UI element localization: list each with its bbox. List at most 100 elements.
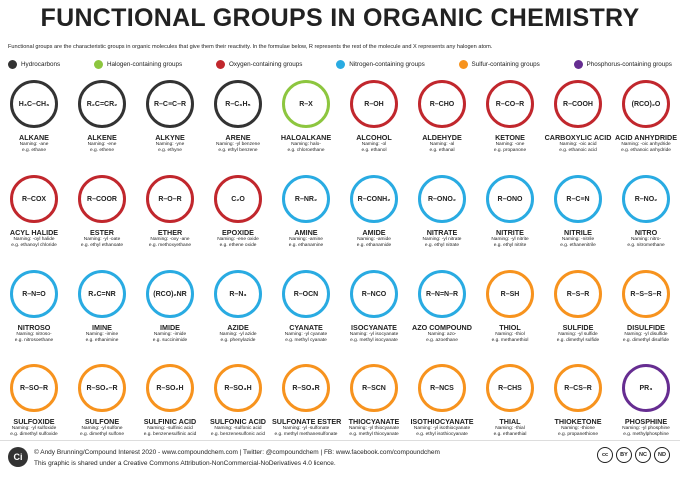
group-name: DISULFIDE — [627, 323, 665, 332]
badge: cc — [597, 447, 613, 463]
group-name: NITRATE — [426, 228, 458, 237]
example: e.g. methyl methanesulfonate — [274, 432, 338, 437]
group-name: SULFONE — [84, 417, 120, 426]
formula: R–CO–R — [486, 80, 534, 128]
formula: R–ONO₂ — [418, 175, 466, 223]
naming: Naming: -thiol — [495, 332, 525, 337]
formula: H₃C–CH₃ — [10, 80, 58, 128]
legend-label: Oxygen-containing groups — [228, 61, 303, 68]
example: e.g. phenylazide — [220, 338, 256, 343]
credit: © Andy Brunning/Compound Interest 2020 -… — [34, 449, 440, 456]
naming: Naming: -yl benzene — [216, 142, 260, 147]
example: e.g. ethanol — [361, 148, 387, 153]
example: e.g. ethanenitrile — [560, 243, 596, 248]
example: e.g. ethyne — [158, 148, 182, 153]
group-card: R–SO–R SULFOXIDE Naming: -yl sulfoxide e.g.… — [0, 364, 68, 438]
naming: Naming: -imine — [85, 332, 119, 337]
example: e.g. ethane — [21, 148, 46, 153]
group-name: THIOL — [499, 323, 521, 332]
formula: R–C≡C–R — [146, 80, 194, 128]
example: e.g. ethene — [89, 148, 114, 153]
legend-label: Hydrocarbons — [21, 61, 61, 68]
group-card: R–X HALOALKANE Naming: halo-e.g. chloroeth… — [272, 80, 340, 154]
group-card: R₂C=CR₂ ALKENE Naming: -ene e.g. ethene — [68, 80, 136, 154]
formula: PR₃ — [622, 364, 670, 412]
logo: Ci — [8, 447, 28, 467]
formula: R–NR₂ — [282, 175, 330, 223]
example: e.g. ethyl benzene — [218, 148, 258, 153]
group-card: R–COOH CARBOXYLIC ACID Naming: -oic acid e.… — [544, 80, 612, 154]
example: e.g. dimethyl sulfoxide — [10, 432, 58, 437]
group-name: ALKYNE — [155, 133, 185, 142]
group-card: R–CO–R KETONE Naming: -one e.g. propanone — [476, 80, 544, 154]
naming: Naming: -yl isothiocyanate — [413, 426, 471, 431]
group-name: ARENE — [225, 133, 251, 142]
group-card: R–CS–R THIOKETONE Naming: -thione e.g. prop… — [544, 364, 612, 438]
naming: Naming: -yl sulfone — [81, 426, 123, 431]
legend-swatch — [8, 60, 17, 69]
group-card: R–SO₂H SULFINIC ACID Naming: -sulfinic aci… — [136, 364, 204, 438]
naming: Naming: halo- — [291, 142, 321, 147]
naming: Naming: -yl -oate — [83, 237, 121, 242]
title: FUNCTIONAL GROUPS IN ORGANIC CHEMISTRY — [40, 4, 640, 32]
group-card: R–CONH₂ AMIDE Naming: -amide e.g. ethanamid… — [340, 175, 408, 249]
example: e.g. ethanamide — [356, 243, 392, 248]
formula: R–NCS — [418, 364, 466, 412]
example: e.g. methyl isocyanate — [350, 338, 398, 343]
formula: R–S–S–R — [622, 270, 670, 318]
formula: R₂C=CR₂ — [78, 80, 126, 128]
example: e.g. methyl thiocyanate — [349, 432, 399, 437]
formula: R–ONO — [486, 175, 534, 223]
example: e.g. methoxyethane — [148, 243, 192, 248]
group-name: SULFONIC ACID — [209, 417, 267, 426]
legend-item: Oxygen-containing groups — [215, 60, 303, 69]
group-card: R–OH ALCOHOL Naming: -ol e.g. ethanol — [340, 80, 408, 154]
group-name: NITRITE — [496, 228, 524, 237]
badges: cc BY NC ND — [597, 447, 670, 463]
formula: R–COX — [10, 175, 58, 223]
naming: Naming: -ane — [19, 142, 49, 147]
formula: R–SO₂H — [146, 364, 194, 412]
formula: R–COOR — [78, 175, 126, 223]
example: e.g. succinimide — [152, 338, 188, 343]
naming: Naming: -oyl halide — [13, 237, 55, 242]
naming: Naming: -yl nitrate — [422, 237, 462, 242]
example: e.g. propanethione — [557, 432, 598, 437]
group-card: R–SO₂–R SULFONE Naming: -yl sulfone e.g. di… — [68, 364, 136, 438]
group-name: KETONE — [495, 133, 525, 142]
naming: Naming: -ene oxide — [217, 237, 259, 242]
naming: Naming: -yl isocyanate — [349, 332, 399, 337]
group-name: NITROSO — [17, 323, 51, 332]
formula: R–N₃ — [214, 270, 262, 318]
formula: R–CHO — [418, 80, 466, 128]
group-card: (RCO)₂NR IMIDE Naming: -imide e.g. succinim… — [136, 270, 204, 344]
group-name: CYANATE — [289, 323, 323, 332]
formula: R–S–R — [554, 270, 602, 318]
naming: Naming: -oxy -ane — [150, 237, 190, 242]
formula: C₂O — [214, 175, 262, 223]
group-name: AZIDE — [227, 323, 249, 332]
legend-label: Halogen-containing groups — [106, 61, 183, 68]
group-card: R–N₃ AZIDE Naming: -yl azide e.g. phenylazi… — [204, 270, 272, 344]
group-card: R–C≡C–R ALKYNE Naming: -yne e.g. ethyne — [136, 80, 204, 154]
naming: Naming: -yne — [155, 142, 185, 147]
example: e.g. ethanamine — [288, 243, 324, 248]
group-name: IMINE — [92, 323, 112, 332]
legend-label: Nitrogen-containing groups — [349, 61, 425, 68]
formula: R–SCN — [350, 364, 398, 412]
group-card: R–NCS ISOTHIOCYANATE Naming: -yl isothiocy… — [408, 364, 476, 438]
example: e.g. ethyl ethanoate — [80, 243, 124, 248]
example: e.g. nitrosoethane — [14, 338, 54, 343]
badge: BY — [616, 447, 632, 463]
example: e.g. ethanethial — [493, 432, 527, 437]
formula: R–C≡N — [554, 175, 602, 223]
naming: Naming: -yl sulfoxide — [11, 426, 57, 431]
group-name: EPOXIDE — [222, 228, 254, 237]
naming: Naming: -yl thiocyanate — [348, 426, 400, 431]
naming: Naming: -oic anhydride — [621, 142, 671, 147]
formula: R–N=N–R — [418, 270, 466, 318]
formula: R–SH — [486, 270, 534, 318]
naming: Naming: -oic acid — [559, 142, 597, 147]
naming: Naming: -thial — [495, 426, 525, 431]
